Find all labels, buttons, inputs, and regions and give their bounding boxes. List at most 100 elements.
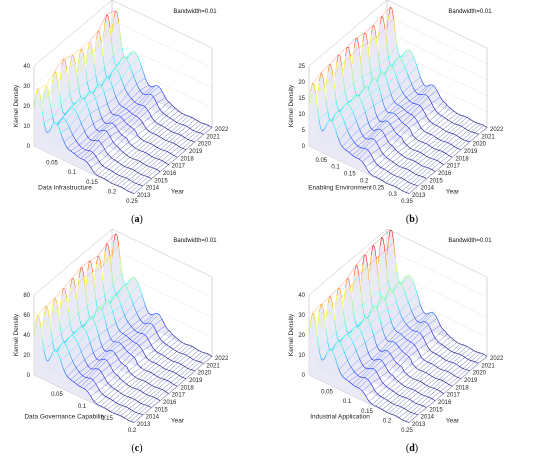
z-tick-label: 20	[23, 104, 30, 110]
surface-mesh-line	[106, 233, 116, 244]
surface-mesh-line	[461, 119, 471, 127]
surface-line-2022	[196, 349, 199, 351]
surface-line-2015	[121, 164, 124, 166]
surface-mesh-line	[407, 331, 417, 341]
surface-mesh-line	[428, 90, 438, 98]
surface-line-2013	[313, 84, 316, 94]
surface-mesh-line	[402, 183, 412, 191]
surface-mesh-line	[457, 140, 467, 149]
surface-mesh-line	[366, 130, 376, 140]
surface-line-2019	[447, 142, 450, 144]
surface-mesh-line	[89, 140, 99, 151]
surface-mesh-line	[415, 131, 425, 139]
surface-line-2019	[425, 132, 428, 134]
surface-mesh-line	[340, 336, 350, 345]
surface-line-2018	[135, 359, 138, 364]
surface-line-2013	[365, 166, 368, 170]
surface-line-2022	[140, 289, 143, 295]
surface-mesh-line	[417, 407, 427, 415]
surface-year-fill-2016	[335, 54, 435, 173]
surface-line-2020	[189, 368, 192, 370]
surface-year-fill-2013	[34, 88, 134, 194]
surface-line-2017	[353, 82, 356, 93]
x-tick-label: 0.1	[68, 170, 77, 176]
surface-line-2017	[418, 151, 421, 153]
surface-mesh-line	[99, 350, 109, 361]
surface-mesh-line	[139, 110, 149, 119]
surface-line-2018	[120, 343, 123, 346]
surface-line-2014	[379, 395, 382, 397]
surface-line-2013	[380, 408, 383, 410]
surface-mesh-line	[387, 393, 397, 401]
surface-line-2018	[143, 369, 146, 371]
surface-line-2017	[151, 156, 154, 158]
surface-line-2021	[153, 96, 156, 100]
surface-line-2014	[344, 121, 347, 127]
surface-line-2013	[357, 387, 360, 389]
surface-line-2018	[160, 378, 163, 380]
surface-line-2019	[459, 148, 462, 150]
surface-line-2013	[383, 410, 386, 412]
surface-mesh-line	[454, 344, 464, 353]
surface-line-2018	[403, 352, 406, 355]
surface-line-2019	[162, 367, 165, 369]
surface-mesh-line	[80, 377, 90, 388]
surface-line-2013	[57, 352, 60, 357]
surface-mesh-line	[140, 131, 150, 139]
surface-line-2013	[350, 153, 353, 156]
surface-mesh-line	[361, 93, 371, 102]
surface-line-2013	[68, 378, 71, 380]
surface-line-2022	[173, 106, 176, 109]
surface-line-2020	[189, 139, 192, 141]
surface-mesh-line	[400, 356, 410, 366]
surface-line-2019	[155, 134, 158, 136]
surface-line-2015	[407, 398, 410, 400]
surface-line-2015	[131, 397, 134, 399]
surface-mesh-line	[424, 313, 434, 322]
surface-line-2017	[405, 143, 408, 146]
surface-mesh-line	[116, 365, 126, 376]
surface-year-fill-2015	[326, 64, 427, 180]
surface-line-2020	[442, 358, 445, 360]
z-tick-label: 20	[23, 353, 30, 359]
surface-line-2018	[397, 345, 400, 348]
surface-mesh-line	[110, 103, 120, 113]
surface-line-2022	[161, 318, 164, 323]
surface-line-2016	[86, 103, 89, 109]
z-tick-label: 0	[27, 373, 31, 379]
surface-line-2019	[395, 330, 398, 333]
surface-mesh-line	[406, 390, 416, 399]
surface-line-2019	[440, 369, 443, 371]
surface-year-fill-2015	[51, 71, 152, 180]
surface-line-2017	[375, 341, 378, 347]
surface-line-2013	[93, 172, 96, 175]
surface-mesh-line	[409, 94, 419, 102]
surface-line-2021	[151, 323, 154, 327]
surface-line-2022	[423, 84, 426, 87]
surface-line-2020	[156, 122, 159, 124]
surface-line-2016	[374, 359, 377, 361]
surface-line-2016	[431, 169, 434, 171]
surface-mesh-line	[358, 43, 368, 48]
surface-line-2015	[386, 386, 389, 388]
surface-line-2018	[437, 378, 440, 380]
surface-mesh-line	[373, 328, 383, 336]
surface-line-2014	[80, 146, 83, 149]
surface-line-2017	[78, 313, 81, 323]
surface-line-2018	[117, 114, 120, 117]
surface-line-2015	[134, 170, 137, 172]
surface-line-2013	[60, 132, 63, 138]
surface-mesh-line	[350, 275, 360, 288]
surface-mesh-line	[367, 258, 377, 267]
surface-line-2019	[424, 359, 427, 362]
surface-mesh-line	[109, 70, 119, 80]
surface-line-2018	[95, 308, 98, 313]
surface-line-2015	[107, 154, 110, 157]
z-axis-label: Kernel Density	[288, 84, 295, 127]
surface-mesh-line	[435, 141, 445, 150]
surface-mesh-line	[119, 167, 129, 176]
surface-line-2014	[395, 404, 398, 406]
surface-mesh-line	[100, 169, 110, 178]
surface-mesh-line	[120, 179, 130, 187]
surface-line-2017	[393, 129, 396, 133]
